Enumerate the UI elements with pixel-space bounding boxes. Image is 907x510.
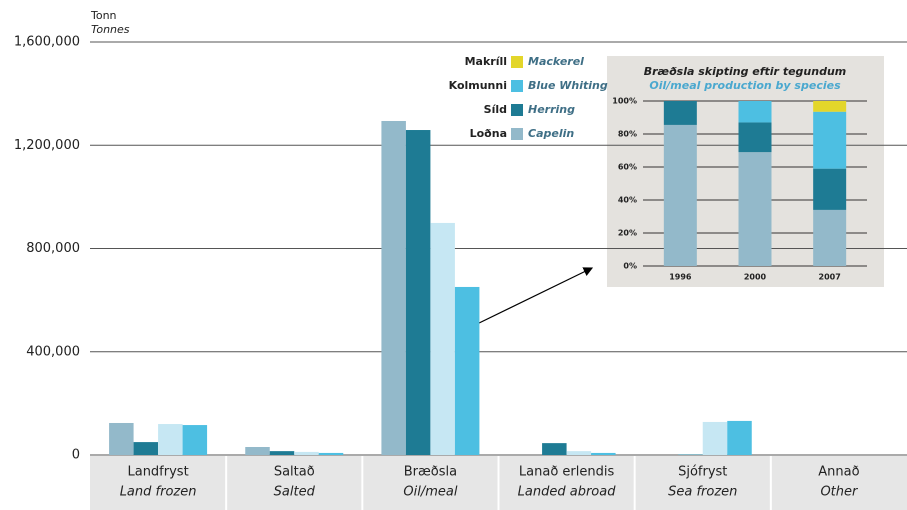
- bar: [381, 120, 406, 455]
- legend-swatch: [511, 128, 523, 140]
- inset-y-tick-label: 40%: [618, 196, 637, 205]
- inset-y-tick-label: 0%: [623, 262, 637, 271]
- y-tick-label: 1,200,000: [14, 138, 80, 153]
- inset-y-tick-label: 20%: [618, 229, 637, 238]
- x-tick-label-en: Oil/meal: [403, 485, 457, 500]
- legend-label: Makríll: [465, 55, 507, 68]
- x-tick-label: Bræðsla: [404, 465, 457, 480]
- bar: [727, 420, 752, 455]
- y-axis-title: Tonn: [90, 9, 117, 22]
- x-tick-label-en: Landed abroad: [518, 485, 617, 500]
- legend-label-en: Herring: [528, 103, 575, 116]
- bar: [158, 424, 183, 455]
- bar: [542, 443, 567, 455]
- legend-swatch: [511, 104, 523, 116]
- bar: [318, 452, 344, 455]
- inset-bar-segment: [813, 111, 847, 169]
- x-tick-label: Sjófryst: [678, 465, 727, 480]
- legend-label-en: Capelin: [528, 127, 574, 140]
- inset-subtitle: Oil/meal production by species: [649, 79, 841, 92]
- inset-bar-segment: [738, 122, 772, 153]
- bar: [430, 222, 455, 455]
- legend-label-en: Mackerel: [528, 55, 584, 68]
- bar: [591, 452, 616, 455]
- x-tick-label: Landfryst: [127, 465, 188, 480]
- bar: [566, 451, 592, 455]
- bar: [109, 422, 134, 455]
- x-tick-label: Saltað: [274, 465, 315, 480]
- legend-label-en: Blue Whiting: [528, 79, 608, 92]
- y-tick-label: 0: [72, 448, 80, 463]
- bar: [405, 130, 431, 455]
- inset-bar-segment: [663, 124, 697, 266]
- y-tick-label: 1,600,000: [14, 35, 80, 50]
- legend-label: Síld: [484, 103, 507, 116]
- bar: [269, 451, 295, 455]
- x-tick-label: Lanað erlendis: [519, 465, 615, 480]
- inset-bar-segment: [738, 152, 772, 266]
- x-tick-label-en: Sea frozen: [668, 485, 737, 500]
- x-tick-label: Annað: [818, 465, 859, 480]
- bar: [245, 446, 270, 455]
- inset-bar-segment: [813, 209, 847, 266]
- y-tick-label: 800,000: [26, 241, 80, 256]
- pointer-arrow: [474, 267, 594, 326]
- inset-bar-segment: [813, 168, 847, 210]
- bar: [454, 286, 480, 455]
- inset-title: Bræðsla skipting eftir tegundum: [644, 65, 847, 78]
- bar: [678, 454, 703, 455]
- bar: [182, 425, 208, 455]
- inset-x-tick-label: 2000: [744, 273, 767, 282]
- inset-bar-segment: [813, 101, 847, 112]
- x-tick-label-en: Land frozen: [120, 485, 197, 500]
- y-tick-label: 400,000: [26, 344, 80, 359]
- inset-x-tick-label: 1996: [669, 273, 692, 282]
- inset-bar-segment: [738, 101, 772, 123]
- legend-swatch: [511, 56, 523, 68]
- bar: [294, 451, 319, 455]
- legend-label: Loðna: [470, 127, 507, 140]
- x-tick-label-en: Salted: [274, 485, 316, 500]
- bar: [133, 442, 159, 455]
- bar: [702, 421, 728, 455]
- y-axis-title-en: Tonnes: [91, 23, 130, 36]
- inset-y-tick-label: 80%: [618, 130, 637, 139]
- legend-swatch: [511, 80, 523, 92]
- inset-y-tick-label: 100%: [612, 97, 637, 106]
- inset-bar-segment: [663, 101, 697, 125]
- legend-label: Kolmunni: [449, 79, 507, 92]
- inset-x-tick-label: 2007: [819, 273, 841, 282]
- x-tick-label-en: Other: [820, 485, 859, 500]
- inset-y-tick-label: 60%: [618, 163, 637, 172]
